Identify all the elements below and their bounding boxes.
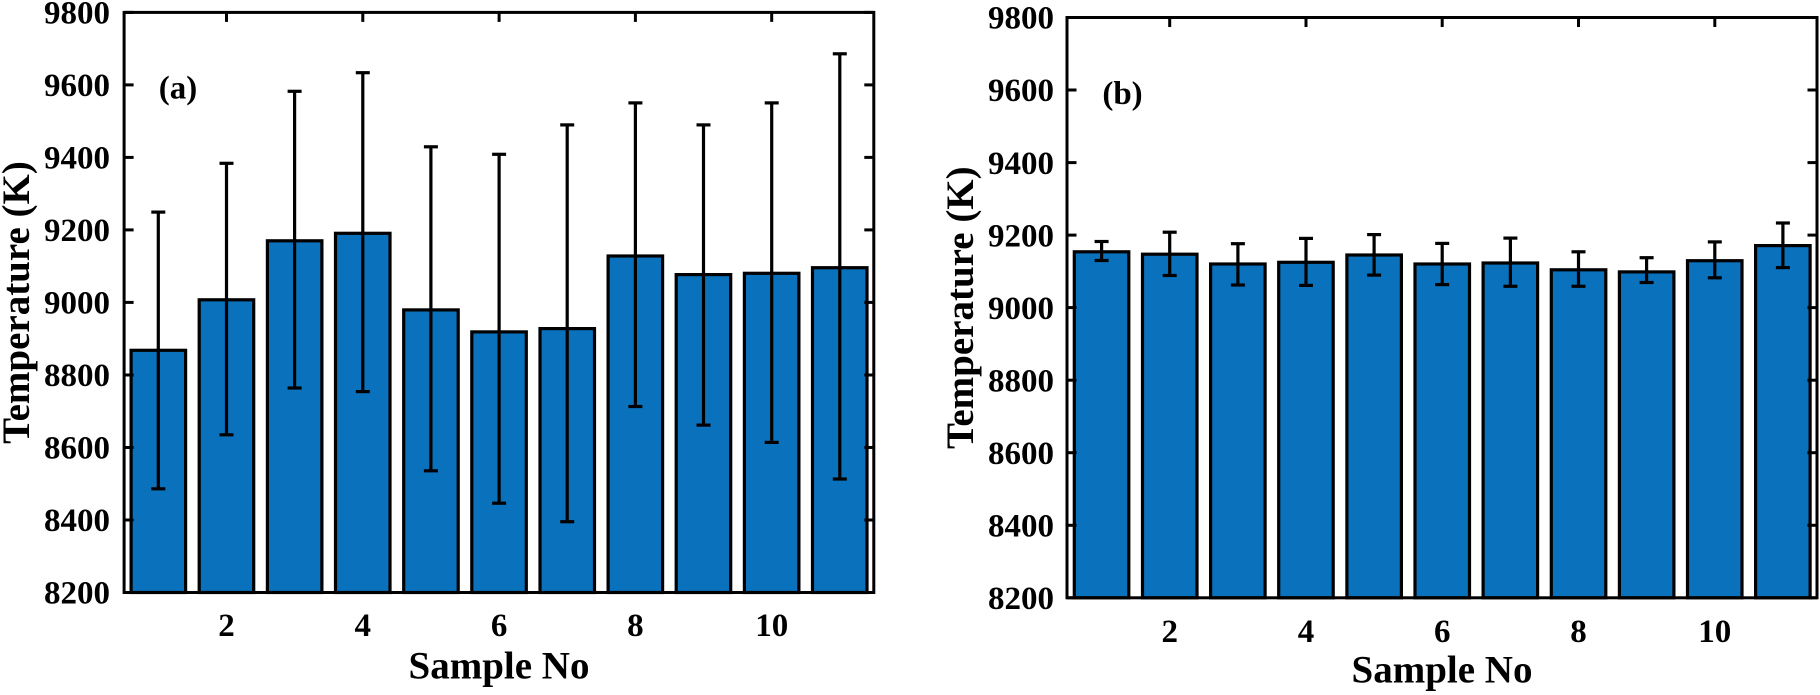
- svg-text:8: 8: [1570, 614, 1587, 650]
- svg-text:8800: 8800: [988, 363, 1054, 399]
- svg-text:8200: 8200: [44, 576, 110, 612]
- svg-text:9200: 9200: [988, 218, 1054, 254]
- svg-text:2: 2: [218, 608, 235, 644]
- svg-text:9800: 9800: [44, 0, 110, 32]
- svg-text:(b): (b): [1102, 76, 1142, 112]
- svg-text:9400: 9400: [988, 146, 1054, 182]
- svg-text:9600: 9600: [44, 68, 110, 104]
- svg-text:4: 4: [355, 608, 372, 644]
- svg-text:6: 6: [491, 608, 508, 644]
- svg-text:Sample No: Sample No: [1352, 649, 1533, 692]
- svg-text:9000: 9000: [44, 286, 110, 322]
- svg-text:8600: 8600: [44, 431, 110, 467]
- svg-text:8600: 8600: [988, 436, 1054, 472]
- svg-text:9600: 9600: [988, 73, 1054, 109]
- svg-text:2: 2: [1161, 614, 1178, 650]
- svg-text:6: 6: [1434, 614, 1451, 650]
- svg-text:8400: 8400: [44, 503, 110, 539]
- svg-text:Sample No: Sample No: [409, 644, 590, 687]
- svg-text:9000: 9000: [988, 291, 1054, 327]
- svg-text:Temperature (K): Temperature (K): [939, 166, 982, 449]
- svg-text:10: 10: [755, 608, 788, 644]
- svg-text:8800: 8800: [44, 358, 110, 394]
- svg-text:8: 8: [627, 608, 644, 644]
- svg-text:Temperature (K): Temperature (K): [0, 161, 38, 444]
- svg-text:9800: 9800: [988, 1, 1054, 37]
- svg-text:9400: 9400: [44, 141, 110, 177]
- svg-text:9200: 9200: [44, 213, 110, 249]
- svg-text:4: 4: [1298, 614, 1315, 650]
- svg-text:8400: 8400: [988, 509, 1054, 545]
- svg-text:8200: 8200: [988, 581, 1054, 617]
- svg-text:10: 10: [1698, 614, 1731, 650]
- svg-text:(a): (a): [159, 70, 197, 106]
